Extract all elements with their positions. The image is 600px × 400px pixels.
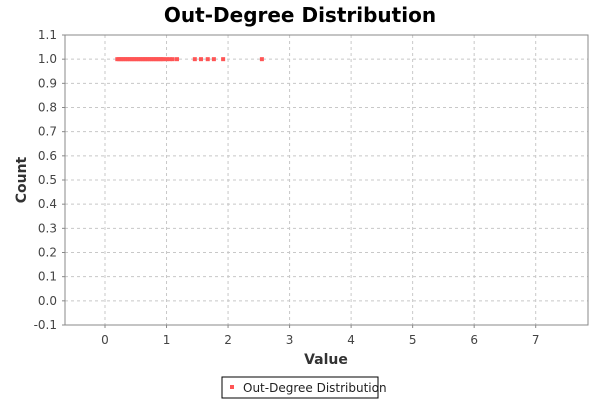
data-point bbox=[198, 57, 203, 62]
x-tick-label: 6 bbox=[470, 333, 478, 347]
plot-area bbox=[65, 35, 588, 325]
x-tick-label: 0 bbox=[101, 333, 109, 347]
y-tick-label: 1.0 bbox=[38, 52, 57, 66]
data-point bbox=[167, 57, 172, 62]
data-point bbox=[164, 57, 169, 62]
y-tick-label: 0.2 bbox=[38, 246, 57, 260]
legend-label: Out-Degree Distribution bbox=[243, 381, 387, 395]
legend: Out-Degree Distribution bbox=[221, 376, 387, 399]
y-tick-label: 0.7 bbox=[38, 125, 57, 139]
x-tick-label: 7 bbox=[532, 333, 540, 347]
y-tick-label: 0.1 bbox=[38, 270, 57, 284]
data-point bbox=[221, 57, 226, 62]
y-tick-label: 0.6 bbox=[38, 149, 57, 163]
data-point bbox=[259, 57, 264, 62]
data-point bbox=[174, 57, 179, 62]
y-tick-label: 1.1 bbox=[38, 28, 57, 42]
data-point bbox=[192, 57, 197, 62]
y-axis-ticks: -0.1 0.0 0.1 0.2 0.3 0.4 0.5 0.6 0.7 0.8 0.9 1.0 1.1 bbox=[34, 28, 65, 332]
legend-box bbox=[221, 376, 379, 399]
y-tick-label: 0.4 bbox=[38, 197, 57, 211]
legend-marker bbox=[230, 385, 234, 389]
grid-lines bbox=[65, 34, 588, 326]
x-tick-label: 2 bbox=[224, 333, 232, 347]
x-tick-label: 1 bbox=[163, 333, 171, 347]
data-point bbox=[170, 57, 175, 62]
y-tick-label: 0.8 bbox=[38, 101, 57, 115]
y-tick-label: 0.5 bbox=[38, 173, 57, 187]
y-tick-label: 0.0 bbox=[38, 294, 57, 308]
x-tick-label: 5 bbox=[409, 333, 417, 347]
data-point bbox=[205, 57, 210, 62]
x-axis-ticks: 0 1 2 3 4 5 6 7 bbox=[101, 325, 540, 347]
y-axis-label: Count bbox=[14, 156, 30, 203]
y-tick-label: 0.9 bbox=[38, 76, 57, 90]
chart-title: Out-Degree Distribution bbox=[164, 3, 436, 27]
x-axis-label: Value bbox=[304, 352, 348, 368]
data-point bbox=[161, 57, 166, 62]
y-tick-label: 0.3 bbox=[38, 221, 57, 235]
x-tick-label: 4 bbox=[347, 333, 355, 347]
x-tick-label: 3 bbox=[286, 333, 294, 347]
y-tick-label: -0.1 bbox=[34, 318, 57, 332]
data-point bbox=[211, 57, 216, 62]
data-points bbox=[115, 57, 264, 62]
